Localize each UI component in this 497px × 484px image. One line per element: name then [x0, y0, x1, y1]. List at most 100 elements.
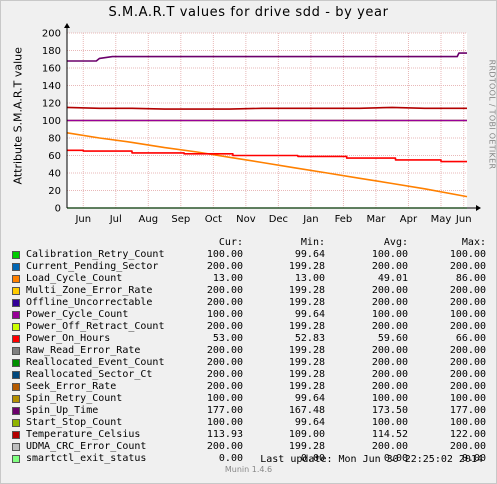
- legend-swatch: [12, 407, 20, 415]
- legend-cur: 177.00: [206, 405, 243, 416]
- legend-swatch: [12, 347, 20, 355]
- legend-table: Cur: Min: Avg: Max: Calibration_Retry_Co…: [12, 237, 487, 465]
- legend-row: Spin_Up_Time 177.00 167.48 173.50 177.00: [12, 405, 487, 417]
- x-axis-arrow: [476, 205, 481, 211]
- legend-row: Offline_Uncorrectable 200.00 199.28 200.00 2…: [12, 297, 487, 309]
- legend-max: 200.00: [449, 369, 486, 380]
- legend-max: 200.00: [449, 381, 486, 392]
- legend-min: 199.28: [288, 441, 325, 452]
- legend-max: 100.00: [449, 249, 486, 260]
- y-tick-label: 140: [42, 81, 61, 92]
- x-tick-label: Jun: [74, 214, 91, 225]
- legend-min: 199.28: [288, 285, 325, 296]
- legend-max: 100.00: [449, 417, 486, 428]
- legend-cur: 100.00: [206, 249, 243, 260]
- y-tick-label: 100: [42, 116, 61, 127]
- legend-cur: 200.00: [206, 381, 243, 392]
- legend-avg: 200.00: [371, 441, 408, 452]
- legend-name: Current_Pending_Sector: [26, 261, 159, 272]
- y-tick-label: 0: [55, 204, 61, 215]
- legend-name: smartctl_exit_status: [26, 453, 147, 464]
- x-tick-label: Jul: [109, 214, 122, 225]
- legend-avg: 100.00: [371, 249, 408, 260]
- legend-max: 200.00: [449, 261, 486, 272]
- legend-swatch: [12, 287, 20, 295]
- legend-swatch: [12, 359, 20, 367]
- legend-cur: 200.00: [206, 285, 243, 296]
- legend-min: 199.28: [288, 261, 325, 272]
- legend-row: Reallocated_Sector_Ct 200.00 199.28 200.00 2…: [12, 369, 487, 381]
- legend-swatch: [12, 371, 20, 379]
- legend-max: 177.00: [449, 405, 486, 416]
- x-tick-label: Aug: [139, 214, 159, 225]
- legend-max: 86.00: [455, 273, 486, 284]
- legend-name: Power_Cycle_Count: [26, 309, 129, 320]
- legend-min: 109.00: [288, 429, 325, 440]
- y-tick-label: 200: [42, 29, 61, 40]
- y-tick-label: 80: [48, 134, 61, 145]
- legend-avg: 100.00: [371, 393, 408, 404]
- legend-avg: 59.60: [377, 333, 408, 344]
- legend-row: Current_Pending_Sector 200.00 199.28 200.00…: [12, 261, 487, 273]
- legend-name: Spin_Up_Time: [26, 405, 99, 416]
- legend-avg: 200.00: [371, 297, 408, 308]
- legend-max: 200.00: [449, 345, 486, 356]
- legend-header-min: Min:: [300, 237, 325, 248]
- legend-name: Load_Cycle_Count: [26, 273, 123, 284]
- y-tick-label: 180: [42, 46, 61, 57]
- y-axis-arrow: [64, 23, 70, 28]
- legend-min: 199.28: [288, 297, 325, 308]
- series-line: [66, 132, 468, 198]
- x-tick-label: Mar: [367, 214, 387, 225]
- legend-min: 167.48: [288, 405, 325, 416]
- legend-row: Temperature_Celsius 113.93 109.00 114.52 122…: [12, 429, 487, 441]
- legend-swatch: [12, 395, 20, 403]
- legend-swatch: [12, 431, 20, 439]
- legend-min: 199.28: [288, 357, 325, 368]
- legend-avg: 200.00: [371, 261, 408, 272]
- legend-name: Spin_Retry_Count: [26, 393, 123, 404]
- x-tick-label: Sep: [171, 214, 190, 225]
- legend-cur: 200.00: [206, 261, 243, 272]
- y-tick-label: 60: [48, 151, 61, 162]
- y-tick-label: 40: [48, 169, 61, 180]
- legend-max: 200.00: [449, 441, 486, 452]
- legend-min: 99.64: [294, 417, 325, 428]
- legend-min: 99.64: [294, 393, 325, 404]
- x-tick-label: Feb: [335, 214, 353, 225]
- legend-avg: 173.50: [371, 405, 408, 416]
- series-line: [66, 106, 467, 110]
- legend-cur: 13.00: [212, 273, 243, 284]
- legend-cur: 100.00: [206, 309, 243, 320]
- legend-rows: Calibration_Retry_Count 100.00 99.64 100.00…: [12, 249, 487, 465]
- legend-row: Power_On_Hours 53.00 52.83 59.60 66.00: [12, 333, 487, 345]
- legend-max: 0.00: [461, 453, 486, 464]
- legend-cur: 100.00: [206, 393, 243, 404]
- legend-header-avg: Avg:: [383, 237, 408, 248]
- y-tick-label: 20: [48, 186, 61, 197]
- legend-min: 199.28: [288, 381, 325, 392]
- legend-avg: 49.01: [377, 273, 408, 284]
- legend-name: UDMA_CRC_Error_Count: [26, 441, 147, 452]
- legend-cur: 200.00: [206, 369, 243, 380]
- legend-header-max: Max:: [461, 237, 486, 248]
- legend-cur: 200.00: [206, 345, 243, 356]
- legend-name: Reallocated_Sector_Ct: [26, 369, 153, 380]
- legend-swatch: [12, 323, 20, 331]
- x-tick-label: Apr: [400, 214, 418, 225]
- legend-row: Start_Stop_Count 100.00 99.64 100.00 100.00: [12, 417, 487, 429]
- legend-avg: 100.00: [371, 417, 408, 428]
- legend-avg: 200.00: [371, 285, 408, 296]
- legend-avg: 200.00: [371, 357, 408, 368]
- legend-name: Raw_Read_Error_Rate: [26, 345, 141, 356]
- y-tick-label: 160: [42, 64, 61, 75]
- series-line: [67, 52, 467, 62]
- legend-swatch: [12, 455, 20, 463]
- legend-name: Temperature_Celsius: [26, 429, 141, 440]
- legend-cur: 113.93: [206, 429, 243, 440]
- x-tick-label: Jun: [455, 214, 472, 225]
- legend-swatch: [12, 275, 20, 283]
- legend-swatch: [12, 299, 20, 307]
- legend-row: Raw_Read_Error_Rate 200.00 199.28 200.00 200…: [12, 345, 487, 357]
- legend-min: 199.28: [288, 369, 325, 380]
